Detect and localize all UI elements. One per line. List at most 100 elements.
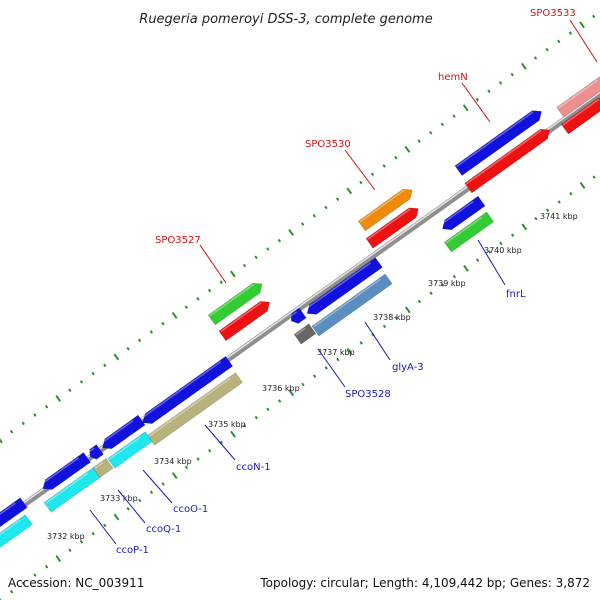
tick-mark — [266, 247, 270, 251]
feature-ccoq1-gene[interactable] — [92, 458, 114, 478]
tick-mark — [91, 371, 95, 376]
gene-features — [0, 74, 600, 552]
feature-spo3533-top[interactable] — [556, 74, 600, 118]
feature-hemn-cds[interactable] — [454, 107, 545, 176]
tick-mark — [394, 155, 398, 160]
gene-label-hemn[interactable]: hemN — [438, 72, 468, 83]
tick-mark — [545, 208, 550, 213]
gene-label-ccon-1[interactable]: ccoN-1 — [236, 462, 271, 473]
kbp-label: 3741 kbp — [540, 212, 578, 221]
tick-mark — [534, 216, 538, 221]
tick-mark — [171, 472, 178, 480]
gene-label-spo3533[interactable]: SPO3533 — [530, 8, 576, 19]
feature-ccoo1-gene[interactable] — [107, 431, 153, 469]
map-title: Ruegeria pomeroyi DSS-3, complete genome — [139, 12, 432, 27]
tick-mark — [91, 531, 95, 536]
tick-mark — [452, 274, 457, 279]
tick-mark — [44, 404, 49, 409]
tick-mark — [103, 363, 107, 368]
gene-label-glya-3[interactable]: glyA-3 — [392, 362, 424, 373]
tick-mark — [324, 366, 328, 370]
tick-mark — [207, 288, 212, 293]
feature-spo3530-cds[interactable] — [357, 185, 415, 232]
tick-mark — [335, 197, 340, 201]
feature-spo3528-gene[interactable] — [293, 323, 317, 345]
tick-mark — [462, 104, 469, 112]
tick-mark — [521, 223, 528, 231]
tick-mark — [149, 490, 154, 495]
tick-mark — [533, 56, 538, 60]
gene-label-spo3530[interactable]: SPO3530 — [305, 139, 351, 150]
tick-mark — [9, 429, 14, 434]
tick-mark — [21, 581, 25, 586]
kbp-labels: 3732 kbp 3733 kbp 3734 kbp 3735 kbp 3736… — [47, 212, 578, 541]
tick-mark — [417, 139, 421, 143]
tick-mark — [569, 191, 573, 196]
kbp-label: 3737 kbp — [317, 348, 355, 357]
kbp-label: 3735 kbp — [208, 420, 246, 429]
tick-mark — [404, 145, 411, 153]
feature-ccon1-cds[interactable] — [139, 356, 233, 427]
feature-spo3530-gene[interactable] — [365, 204, 422, 249]
tick-mark — [79, 380, 84, 384]
tick-mark — [359, 180, 363, 185]
tick-mark — [324, 205, 328, 210]
tick-mark — [557, 200, 561, 204]
gene-label-ccop-1[interactable]: ccoP-1 — [116, 545, 149, 556]
tick-mark — [487, 249, 492, 254]
feature-spo3527-cds[interactable] — [207, 279, 265, 326]
gene-label-spo3528[interactable]: SPO3528 — [345, 389, 391, 400]
tick-marks — [0, 14, 596, 600]
feature-ccoq1-cds[interactable] — [87, 444, 104, 462]
tick-mark — [312, 374, 317, 378]
tick-mark — [300, 222, 305, 226]
tick-mark — [475, 97, 479, 102]
gene-label-spo3527[interactable]: SPO3527 — [155, 235, 201, 246]
tick-mark — [113, 513, 120, 521]
gene-labels: SPO3533 hemN SPO3530 SPO3527 fnrL glyA-3… — [116, 8, 576, 556]
backbone — [0, 90, 600, 526]
feature-fnrl-cds[interactable] — [439, 195, 486, 234]
tick-mark — [404, 306, 411, 314]
feature-hemn-gene[interactable] — [464, 125, 553, 194]
tick-mark — [230, 430, 236, 438]
tick-mark — [441, 283, 445, 287]
tick-mark — [382, 164, 386, 168]
feature-fnrl-gene[interactable] — [443, 211, 495, 253]
feature-spo3527-gene[interactable] — [218, 297, 273, 342]
tick-mark — [301, 382, 305, 387]
tick-mark — [33, 573, 37, 577]
feature-glya3-gene[interactable] — [311, 273, 393, 337]
feature-ccoo1-cds[interactable] — [99, 414, 146, 453]
feature-spo3528-cds[interactable] — [288, 307, 307, 326]
tick-mark — [370, 172, 375, 177]
tick-mark — [0, 438, 3, 444]
tick-mark — [498, 81, 503, 85]
gene-label-fnrl[interactable]: fnrL — [506, 289, 526, 300]
feature-ccop1-gene[interactable] — [43, 467, 101, 513]
tick-mark — [579, 181, 586, 189]
tick-mark — [579, 21, 585, 29]
feature-ccon1-gene[interactable] — [147, 372, 243, 446]
tick-mark — [277, 399, 282, 403]
tick-mark — [126, 506, 130, 511]
tick-mark — [126, 346, 130, 351]
kbp-label: 3732 kbp — [47, 532, 85, 541]
feature-glya3-cds[interactable] — [304, 257, 383, 319]
gene-label-ccoq-1[interactable]: ccoQ-1 — [146, 524, 181, 535]
tick-mark — [510, 72, 514, 77]
tick-mark — [219, 440, 224, 445]
tick-mark — [277, 238, 282, 243]
feature-left-gene[interactable] — [0, 514, 33, 552]
feature-ccop1-cds[interactable] — [40, 452, 91, 493]
tick-mark — [68, 388, 72, 392]
tick-mark — [499, 241, 503, 246]
tick-mark — [336, 357, 340, 362]
tick-mark — [266, 407, 270, 412]
tick-mark — [219, 280, 223, 285]
tick-mark — [429, 291, 433, 296]
gene-label-ccoo-1[interactable]: ccoO-1 — [173, 504, 208, 515]
feature-left-cds[interactable] — [0, 497, 28, 534]
feature-spo3533-gene[interactable] — [560, 94, 600, 135]
tick-mark — [161, 482, 165, 486]
